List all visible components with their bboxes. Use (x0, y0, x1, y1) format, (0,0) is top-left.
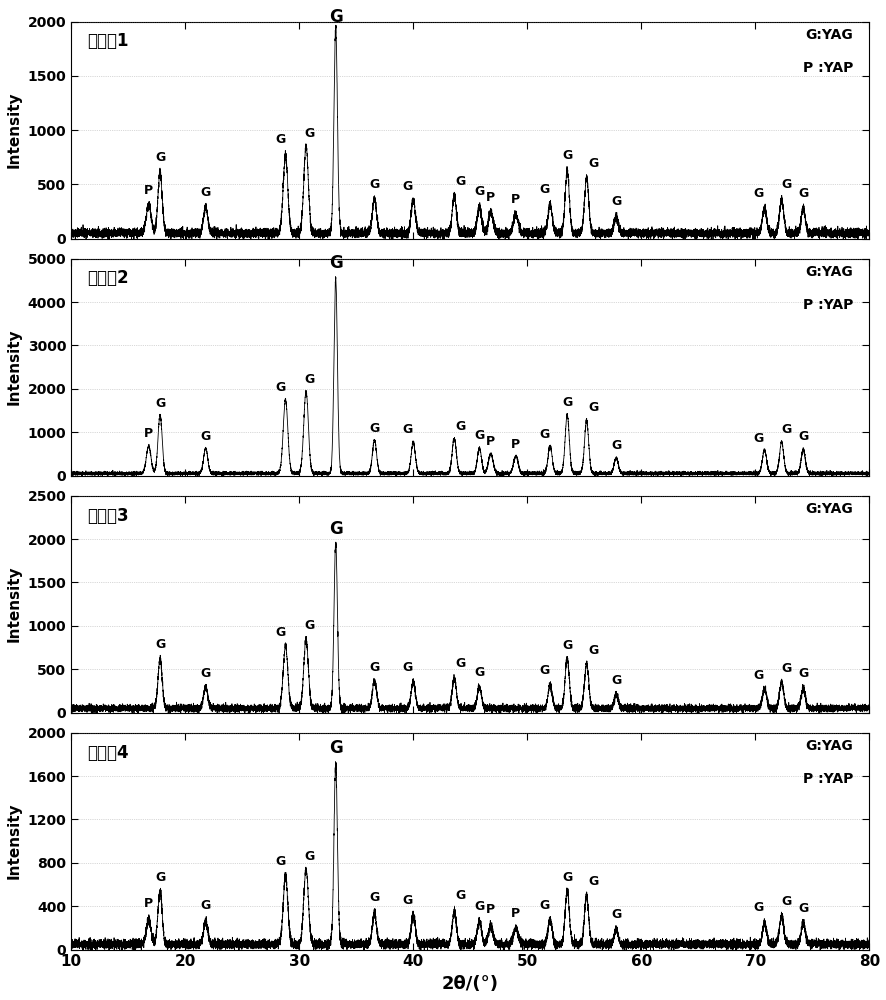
Text: G: G (781, 895, 790, 908)
Text: G: G (562, 149, 571, 162)
Text: P: P (486, 191, 494, 204)
Y-axis label: Intensity: Intensity (7, 566, 22, 642)
Text: G: G (276, 626, 286, 639)
Text: G: G (455, 420, 464, 433)
Text: G: G (610, 195, 621, 208)
Text: P :YAP: P :YAP (802, 61, 852, 75)
Text: G: G (781, 662, 790, 675)
Text: G: G (329, 739, 342, 757)
Text: 实施例1: 实施例1 (87, 32, 128, 50)
X-axis label: 2θ/(°): 2θ/(°) (441, 975, 498, 993)
Text: G: G (402, 423, 412, 436)
Text: G: G (369, 178, 379, 191)
Text: G: G (753, 187, 763, 200)
Text: G: G (539, 664, 549, 677)
Text: P :YAP: P :YAP (802, 772, 852, 786)
Text: G: G (753, 432, 763, 445)
Text: G: G (753, 669, 763, 682)
Text: G: G (610, 674, 621, 687)
Text: G: G (797, 430, 807, 443)
Text: G: G (610, 439, 621, 452)
Text: G: G (562, 639, 571, 652)
Text: G: G (455, 657, 464, 670)
Text: G: G (276, 133, 286, 146)
Text: P: P (144, 184, 153, 197)
Text: P: P (510, 907, 520, 920)
Text: G: G (797, 667, 807, 680)
Text: G: G (369, 422, 379, 435)
Text: G: G (474, 429, 484, 442)
Text: P: P (510, 438, 520, 451)
Text: P: P (510, 193, 520, 206)
Text: G: G (455, 175, 464, 188)
Text: G: G (402, 661, 412, 674)
Text: 实施例3: 实施例3 (87, 507, 128, 525)
Text: G: G (200, 899, 211, 912)
Text: G:YAG: G:YAG (804, 265, 852, 279)
Text: G: G (304, 373, 315, 386)
Text: G:YAG: G:YAG (804, 502, 852, 516)
Text: G: G (610, 908, 621, 921)
Text: G: G (781, 178, 790, 191)
Text: P :YAP: P :YAP (802, 298, 852, 312)
Text: G: G (455, 889, 464, 902)
Text: 实施例4: 实施例4 (87, 744, 128, 762)
Text: G: G (539, 899, 549, 912)
Text: G: G (155, 397, 165, 410)
Text: G: G (797, 187, 807, 200)
Text: G: G (539, 428, 549, 441)
Text: G: G (562, 871, 571, 884)
Text: G: G (329, 254, 342, 272)
Text: G: G (155, 638, 165, 651)
Text: G: G (304, 850, 315, 863)
Text: P: P (144, 427, 153, 440)
Text: P: P (144, 897, 153, 910)
Text: G: G (304, 127, 315, 140)
Text: G: G (587, 875, 598, 888)
Text: G: G (474, 666, 484, 679)
Text: G: G (402, 894, 412, 907)
Y-axis label: Intensity: Intensity (7, 803, 22, 879)
Y-axis label: Intensity: Intensity (7, 92, 22, 168)
Text: G: G (304, 619, 315, 632)
Text: G: G (369, 891, 379, 904)
Text: G: G (276, 381, 286, 394)
Text: G: G (562, 396, 571, 409)
Text: G: G (474, 185, 484, 198)
Text: G: G (781, 423, 790, 436)
Text: G: G (200, 186, 211, 199)
Text: G: G (276, 855, 286, 868)
Text: G: G (200, 667, 211, 680)
Text: 实施例2: 实施例2 (87, 269, 128, 287)
Text: G: G (587, 157, 598, 170)
Text: G: G (155, 151, 165, 164)
Text: G: G (329, 520, 342, 538)
Text: G: G (200, 430, 211, 443)
Text: G: G (329, 8, 342, 26)
Text: G:YAG: G:YAG (804, 739, 852, 753)
Text: G: G (753, 901, 763, 914)
Text: G: G (402, 180, 412, 193)
Text: G: G (797, 902, 807, 915)
Y-axis label: Intensity: Intensity (7, 329, 22, 405)
Text: G: G (587, 401, 598, 414)
Text: G: G (369, 661, 379, 674)
Text: P: P (486, 903, 494, 916)
Text: P: P (486, 435, 494, 448)
Text: G: G (155, 871, 165, 884)
Text: G: G (587, 644, 598, 657)
Text: G:YAG: G:YAG (804, 28, 852, 42)
Text: G: G (474, 900, 484, 913)
Text: G: G (539, 183, 549, 196)
